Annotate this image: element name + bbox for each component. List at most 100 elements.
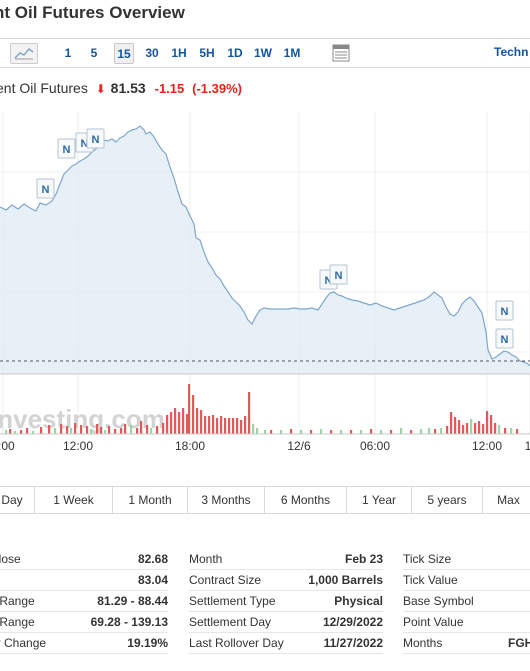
interval-button-30[interactable]: 30 [145, 46, 159, 60]
range-button-1-month[interactable]: 1 Month [113, 487, 188, 513]
volume-bar [14, 431, 17, 434]
stats-label: s Range [0, 594, 35, 608]
volume-bar [100, 427, 103, 434]
volume-bar [330, 430, 333, 434]
range-button-1-year[interactable]: 1 Year [347, 487, 412, 513]
technical-tab[interactable]: Techn [494, 45, 529, 59]
volume-bar [200, 410, 203, 434]
stats-label: Months [403, 636, 443, 650]
stats-label: Settlement Day [189, 615, 272, 629]
volume-bar [420, 429, 423, 434]
volume-bar [104, 430, 107, 434]
interval-button-1[interactable]: 1 [64, 46, 72, 60]
stats-value: FGHJ [507, 636, 530, 650]
stats-label: Settlement Type [189, 594, 276, 608]
stats-row: Last Rollover Day 11/27/2022 [189, 633, 383, 654]
volume-bar [478, 421, 481, 434]
news-marker-label: N [325, 275, 333, 287]
range-button-6-months[interactable]: 6 Months [265, 487, 347, 513]
stats-row: Month Feb 23 [189, 549, 383, 570]
volume-bar [192, 395, 195, 434]
stats-value: 1,000 Barrels [308, 573, 383, 587]
interval-button-15[interactable]: 15 [114, 43, 134, 64]
interval-button-5h[interactable]: 5H [199, 46, 215, 60]
stats-value: Physical [334, 594, 383, 608]
stats-column-prices: Close 82.68 n83.04 s Range 81.29 - 88.44 k Ra… [0, 549, 168, 654]
volume-bar [490, 415, 493, 434]
news-marker-label: N [501, 334, 509, 346]
volume-bar [462, 425, 465, 434]
news-marker [36, 178, 55, 199]
stats-label: Base Symbol [403, 594, 474, 608]
stats-value: 82.68 [137, 552, 168, 566]
volume-bar [136, 428, 139, 434]
stats-row: n83.04 [0, 570, 168, 591]
volume-bar [124, 424, 127, 434]
range-button-day[interactable]: Day [0, 487, 35, 513]
volume-bar [108, 426, 111, 434]
price-change: -1.15 [154, 81, 185, 96]
quote-header: ent Oil Futures ⬇ 81.53 -1.15 (-1.39%) [0, 80, 242, 96]
volume-bar [54, 428, 57, 434]
volume-bar [66, 426, 69, 434]
volume-bar [166, 415, 169, 434]
volume-bar [240, 420, 243, 434]
news-marker-label: N [335, 270, 343, 282]
volume-bar [150, 428, 153, 434]
volume-bar [454, 417, 457, 434]
stats-row: Base Symbol [403, 591, 530, 612]
volume-bar [440, 428, 443, 434]
table-view-icon[interactable] [331, 43, 351, 63]
volume-bar [400, 428, 403, 434]
stats-label: Tick Size [403, 552, 452, 566]
stats-label: Tick Value [403, 573, 458, 587]
volume-bar [474, 423, 477, 434]
area-chart-type-icon[interactable] [10, 43, 38, 64]
stats-column-symbol: Tick Size Tick Value Base Symbol Point Valu… [403, 549, 530, 654]
range-button-5-years[interactable]: 5 years [412, 487, 483, 513]
last-price: 81.53 [110, 80, 146, 96]
news-marker-label: N [501, 306, 509, 318]
interval-button-1d[interactable]: 1D [227, 46, 243, 60]
volume-bar [26, 428, 29, 434]
range-button-3-months[interactable]: 3 Months [188, 487, 265, 513]
volume-bar [370, 429, 373, 434]
stats-label: Month [189, 552, 223, 566]
x-tick-label: 12:00 [63, 439, 93, 453]
stats-value: Feb 23 [344, 552, 383, 566]
interval-button-1h[interactable]: 1H [171, 46, 187, 60]
volume-bar [140, 421, 143, 434]
x-tick-label: 12:00 [472, 439, 502, 453]
volume-bar [446, 426, 449, 434]
volume-bar [470, 419, 473, 434]
range-button-max[interactable]: Max [483, 487, 530, 513]
news-marker-label: N [81, 138, 89, 150]
instrument-name: ent Oil Futures [0, 80, 88, 96]
price-chart[interactable]: Investing.comNNNNNNNN8:0012:0018:0012/60… [0, 112, 530, 467]
volume-bar [220, 416, 223, 434]
stats-row: s Range 81.29 - 88.44 [0, 591, 168, 612]
volume-bar [204, 416, 207, 434]
volume-bar [248, 392, 251, 434]
stats-row: Close 82.68 [0, 549, 168, 570]
price-area-fill [0, 126, 530, 374]
volume-bar [458, 420, 461, 434]
x-tick-label: 8:00 [0, 439, 15, 453]
volume-bar [5, 430, 8, 434]
news-marker [57, 138, 76, 159]
volume-bar [466, 423, 469, 434]
volume-bar [264, 430, 267, 434]
interval-button-1w[interactable]: 1W [254, 46, 272, 60]
stats-row: k Range 69.28 - 139.13 [0, 612, 168, 633]
interval-button-5[interactable]: 5 [90, 46, 98, 60]
volume-bar [360, 430, 363, 434]
news-marker-label: N [63, 144, 71, 156]
volume-bar [516, 429, 519, 434]
volume-bar [450, 412, 453, 434]
interval-button-1m[interactable]: 1M [283, 46, 301, 60]
volume-bar [156, 426, 159, 434]
range-button-1-week[interactable]: 1 Week [35, 487, 113, 513]
volume-bar [494, 423, 497, 434]
volume-bar [20, 430, 23, 434]
stats-value: 12/29/2022 [322, 615, 383, 629]
